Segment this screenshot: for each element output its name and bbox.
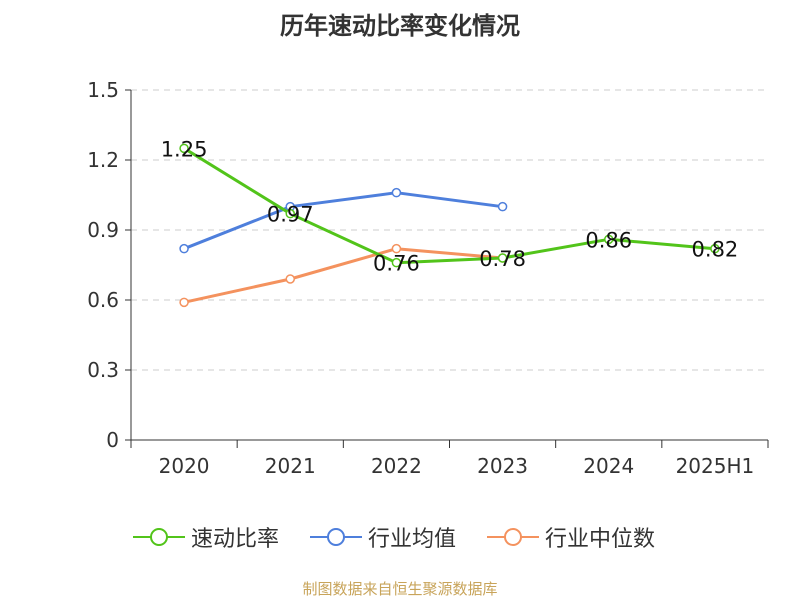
data-source-note: 制图数据来自恒生聚源数据库 xyxy=(302,580,498,598)
series-line-1 xyxy=(183,191,503,251)
x-tick-label: 2024 xyxy=(583,454,634,478)
legend-item-industry-mean[interactable]: 行业均值 xyxy=(310,520,456,554)
data-point xyxy=(179,297,189,308)
legend-label-industry-median: 行业中位数 xyxy=(545,527,656,552)
y-tick-label: 0.3 xyxy=(87,358,119,382)
data-label: 0.82 xyxy=(692,238,739,262)
y-tick-label: 0.9 xyxy=(87,218,119,242)
series-line-0 xyxy=(183,147,716,265)
data-label: 0.78 xyxy=(479,247,526,271)
y-tick-label: 0 xyxy=(106,428,119,452)
data-point xyxy=(604,234,614,245)
x-tick-label: 2020 xyxy=(159,454,210,478)
y-tick-label: 0.6 xyxy=(87,288,119,312)
legend-label-industry-mean: 行业均值 xyxy=(368,527,457,552)
data-point xyxy=(179,143,189,154)
data-point xyxy=(285,274,295,284)
data-point xyxy=(497,201,508,212)
y-tick-label: 1.5 xyxy=(87,78,119,102)
data-label: 0.97 xyxy=(267,203,314,227)
series-line-2 xyxy=(183,247,503,304)
line-chart: 0 0.3 0.6 0.9 1.2 1.5 2020 2021 2022 2023 2024 2025… xyxy=(87,78,769,478)
data-point xyxy=(497,253,508,263)
x-tick-label: 2022 xyxy=(371,454,422,478)
data-point xyxy=(710,243,720,254)
data-label: 0.86 xyxy=(585,228,632,252)
legend-marker-industry-mean xyxy=(310,528,362,546)
legend-marker-quick-ratio xyxy=(133,528,185,546)
data-point xyxy=(391,257,402,268)
legend: 速动比率 行业均值 行业中位数 xyxy=(0,520,800,554)
data-label: 0.76 xyxy=(373,252,420,276)
y-tick-label: 1.2 xyxy=(87,148,119,172)
legend-label-quick-ratio: 速动比率 xyxy=(191,527,280,552)
x-tick-label: 2025H1 xyxy=(676,454,755,478)
x-tick-label: 2021 xyxy=(265,454,316,478)
legend-item-industry-median[interactable]: 行业中位数 xyxy=(487,520,655,554)
data-label: 1.25 xyxy=(161,137,208,161)
chart-title: 历年速动比率变化情况 xyxy=(280,12,520,40)
data-point xyxy=(391,243,402,254)
legend-marker-industry-median xyxy=(487,528,539,546)
data-point xyxy=(285,208,295,219)
data-point xyxy=(391,187,402,198)
data-point xyxy=(179,243,189,254)
legend-item-quick-ratio[interactable]: 速动比率 xyxy=(133,520,279,554)
x-tick-label: 2023 xyxy=(477,454,528,478)
